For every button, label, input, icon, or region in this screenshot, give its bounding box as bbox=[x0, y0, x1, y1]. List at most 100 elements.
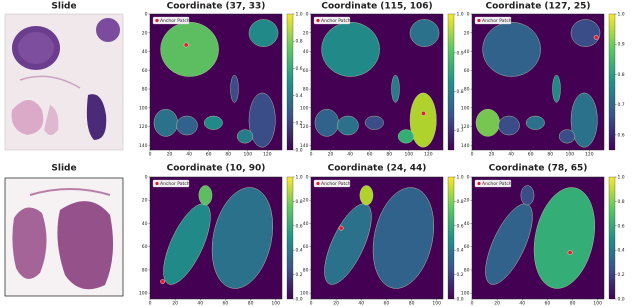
heatmap-region bbox=[364, 115, 384, 130]
heatmap-region bbox=[570, 19, 601, 47]
heatmap-region bbox=[498, 115, 520, 136]
anchor-marker bbox=[160, 279, 165, 284]
colorbar-tick-label: 0.6 bbox=[457, 223, 464, 229]
heatmap-region bbox=[248, 19, 279, 47]
heatmap-region bbox=[203, 115, 223, 130]
colorbar-tick-label: 1.0 bbox=[457, 175, 464, 181]
x-tick-label: 100 bbox=[271, 301, 280, 307]
colorbar bbox=[286, 176, 294, 300]
x-tick-label: 80 bbox=[547, 152, 553, 158]
y-tick-label: 60 bbox=[142, 68, 148, 74]
heatmap-region bbox=[391, 75, 400, 103]
y-tick-label: 0 bbox=[145, 12, 148, 18]
x-tick-label: 40 bbox=[347, 152, 353, 158]
y-tick-label: 20 bbox=[142, 198, 148, 204]
legend-box bbox=[313, 16, 351, 25]
y-tick-label: 120 bbox=[300, 124, 309, 130]
legend-marker bbox=[477, 181, 481, 186]
legend-marker bbox=[316, 18, 320, 23]
colorbar-tick-label: 0.7 bbox=[618, 102, 625, 108]
heatmap-region bbox=[475, 109, 500, 137]
y-tick-label: 100 bbox=[139, 291, 148, 297]
heatmap-region bbox=[397, 129, 415, 144]
heatmap-region bbox=[558, 129, 576, 144]
heatmap-region bbox=[525, 115, 545, 130]
y-tick-label: 20 bbox=[303, 30, 309, 36]
x-tick-label: 120 bbox=[424, 152, 433, 158]
heatmap-region bbox=[211, 187, 273, 289]
heatmap-region bbox=[409, 92, 437, 148]
x-tick-label: 40 bbox=[186, 152, 192, 158]
heatmap-region bbox=[314, 109, 339, 137]
heatmap-region bbox=[321, 21, 380, 77]
x-tick-label: 60 bbox=[528, 152, 534, 158]
colorbar-tick-label: 0.6 bbox=[618, 132, 625, 138]
y-tick-label: 80 bbox=[303, 267, 309, 273]
y-tick-label: 100 bbox=[300, 105, 309, 111]
y-tick-label: 0 bbox=[306, 12, 309, 18]
x-tick-label: 20 bbox=[172, 301, 178, 307]
colorbar bbox=[447, 13, 455, 151]
legend-marker bbox=[477, 18, 481, 23]
legend-label: Anchor Patch bbox=[160, 18, 190, 24]
x-tick-label: 80 bbox=[386, 152, 392, 158]
y-tick-label: 100 bbox=[461, 105, 470, 111]
y-tick-label: 40 bbox=[464, 221, 470, 227]
y-tick-label: 0 bbox=[145, 175, 148, 181]
legend-label: Anchor Patch bbox=[482, 181, 512, 187]
axes-frame bbox=[310, 176, 444, 300]
colorbar-tick-label: 0.6 bbox=[618, 223, 625, 229]
y-tick-label: 20 bbox=[142, 30, 148, 36]
x-tick-label: 40 bbox=[508, 152, 514, 158]
y-tick-label: 80 bbox=[464, 87, 470, 93]
anchor-marker bbox=[567, 250, 573, 255]
heatmap-region bbox=[160, 21, 219, 77]
y-tick-label: 0 bbox=[467, 12, 470, 18]
colorbar-tick-label: 0.2 bbox=[296, 272, 303, 278]
x-tick-label: 0 bbox=[471, 152, 474, 158]
y-tick-label: 100 bbox=[300, 291, 309, 297]
axes-frame bbox=[149, 13, 283, 151]
legend-label: Anchor Patch bbox=[321, 181, 351, 187]
x-tick-label: 100 bbox=[404, 152, 413, 158]
panel-title: Coordinate (10, 90) bbox=[167, 164, 266, 174]
y-tick-label: 20 bbox=[464, 30, 470, 36]
y-tick-label: 100 bbox=[139, 105, 148, 111]
x-tick-label: 100 bbox=[565, 152, 574, 158]
axes-frame bbox=[471, 13, 605, 151]
legend-marker bbox=[155, 18, 159, 23]
y-tick-label: 60 bbox=[464, 244, 470, 250]
heatmap-region bbox=[236, 129, 254, 144]
panel-title: Coordinate (127, 25) bbox=[485, 2, 590, 12]
legend-label: Anchor Patch bbox=[160, 181, 190, 187]
colorbar-tick-label: 0.2 bbox=[618, 272, 625, 278]
heatmap-region bbox=[359, 185, 374, 206]
x-tick-label: 40 bbox=[358, 301, 364, 307]
x-tick-label: 60 bbox=[367, 152, 373, 158]
colorbar-tick-label: 0.0 bbox=[296, 148, 303, 154]
colorbar-tick-label: 0.4 bbox=[296, 248, 303, 254]
x-tick-label: 20 bbox=[167, 152, 173, 158]
y-tick-label: 20 bbox=[303, 198, 309, 204]
y-tick-label: 20 bbox=[464, 198, 470, 204]
legend-marker bbox=[155, 181, 159, 186]
heatmap-region bbox=[176, 115, 198, 136]
x-tick-label: 0 bbox=[471, 301, 474, 307]
legend-marker bbox=[316, 181, 320, 186]
y-tick-label: 0 bbox=[467, 175, 470, 181]
colorbar-tick-label: 0.6 bbox=[296, 223, 303, 229]
y-tick-label: 140 bbox=[461, 143, 470, 149]
colorbar-tick-label: 0.2 bbox=[457, 272, 464, 278]
panel-title: Coordinate (37, 33) bbox=[167, 2, 266, 12]
heatmap-region bbox=[520, 185, 535, 206]
x-tick-label: 20 bbox=[333, 301, 339, 307]
colorbar-tick-label: 1.0 bbox=[618, 12, 625, 18]
x-tick-label: 0 bbox=[149, 152, 152, 158]
x-tick-label: 60 bbox=[545, 301, 551, 307]
y-tick-label: 100 bbox=[461, 291, 470, 297]
colorbar-tick-label: 0.0 bbox=[296, 297, 303, 303]
panel-title: Coordinate (78, 65) bbox=[489, 164, 588, 174]
y-tick-label: 140 bbox=[139, 143, 148, 149]
y-tick-label: 120 bbox=[461, 124, 470, 130]
colorbar-tick-label: 0.8 bbox=[457, 199, 464, 205]
